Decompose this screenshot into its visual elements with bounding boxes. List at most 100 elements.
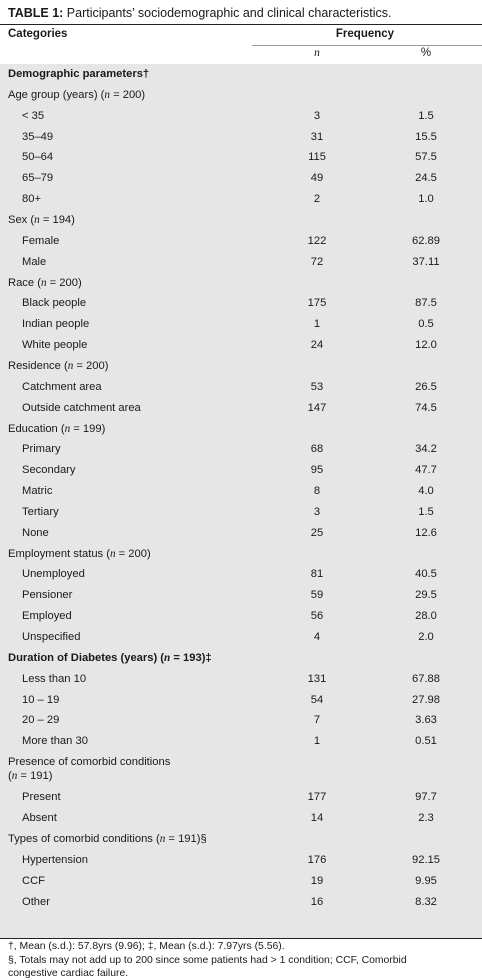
row-label: Age group (years) (n = 200): [8, 88, 146, 101]
row-n: 147: [307, 401, 327, 414]
row-n: 115: [308, 151, 326, 164]
row-label: Presence of comorbid conditions: [8, 756, 171, 769]
row-percent: 0.5: [418, 318, 434, 331]
table-body: Demographic parameters† Age group (years)…: [0, 64, 482, 938]
row-n: 56: [310, 610, 324, 623]
row-n: 25: [310, 526, 324, 539]
n-symbol: n: [64, 422, 71, 435]
row-n: 2: [313, 193, 321, 206]
row-n: 72: [310, 255, 324, 268]
row-label: Female: [22, 234, 60, 247]
row-label: CCF: [22, 874, 45, 887]
row-label: Duration of Diabetes (years) (n = 193)‡: [8, 651, 212, 664]
row-label: Types of comorbid conditions (n = 191)§: [8, 833, 207, 845]
row-percent: 29.5: [415, 589, 437, 602]
row-label: Black people: [22, 297, 87, 310]
row-percent: 15.5: [415, 130, 437, 143]
row-n: 8: [313, 485, 321, 497]
row-label: 20 – 29: [22, 714, 60, 727]
header-categories: Categories: [8, 28, 68, 40]
row-percent: 2.0: [418, 631, 434, 643]
header-n: n: [314, 47, 320, 59]
row-n: 131: [307, 672, 327, 685]
row-label: Race (n = 200): [8, 276, 82, 289]
row-n: 176: [307, 853, 327, 866]
row-label: 80+: [22, 193, 41, 206]
row-percent: 1.5: [418, 109, 434, 122]
row-percent: 92.15: [412, 853, 440, 866]
footnote-1: †, Mean (s.d.): 57.8yrs (9.96); ‡, Mean …: [8, 941, 285, 952]
top-rule: [0, 24, 482, 25]
row-label: 35–49: [22, 130, 54, 143]
row-label: More than 30: [22, 735, 88, 748]
row-percent: 2.3: [418, 812, 434, 825]
row-label: Less than 10: [22, 672, 87, 685]
row-n: 19: [310, 874, 324, 887]
row-label: Hypertension: [22, 853, 88, 866]
caption-text: Participants’ sociodemographic and clini…: [63, 6, 392, 20]
footnote-2: §, Totals may not add up to 200 since so…: [8, 955, 407, 980]
header-subrow: n %: [0, 45, 482, 63]
row-label: Pensioner: [22, 589, 73, 602]
row-percent: 62.89: [412, 234, 440, 247]
row-label: 50–64: [22, 151, 54, 164]
row-label: 65–79: [22, 172, 54, 185]
row-n: 4: [313, 631, 321, 643]
n-symbol: n: [34, 214, 40, 226]
row-n: 68: [310, 443, 324, 456]
row-label: Male: [22, 255, 47, 268]
row-label: Catchment area: [22, 380, 102, 393]
row-n: 3: [313, 505, 321, 518]
row-label: Outside catchment area: [22, 401, 141, 414]
row-percent: 4.0: [418, 485, 434, 497]
row-n: 175: [307, 297, 327, 310]
row-percent: 37.11: [412, 255, 440, 268]
row-n: 1: [313, 318, 321, 331]
row-n: 16: [310, 895, 324, 908]
row-n: 1: [313, 735, 321, 748]
row-n: 122: [307, 234, 327, 247]
header-subrule: [252, 45, 482, 46]
row-label: Matric: [22, 485, 53, 497]
n-symbol: n: [67, 359, 74, 372]
row-percent: 9.95: [415, 874, 437, 887]
n-symbol: n: [164, 651, 171, 664]
row-percent: 27.98: [412, 693, 440, 706]
footnote-2a: §, Totals may not add up to 200 since so…: [8, 955, 407, 966]
n-symbol: n: [104, 88, 110, 101]
bottom-rule: [0, 938, 482, 939]
row-label: Absent: [22, 812, 57, 825]
row-n: 81: [310, 568, 324, 581]
row-percent: 12.6: [415, 526, 437, 539]
row-label: Employed: [22, 610, 72, 623]
row-label: Indian people: [22, 318, 90, 331]
row-percent: 87.5: [415, 297, 437, 310]
row-percent: 1.5: [418, 505, 434, 518]
header-percent: %: [420, 47, 432, 59]
row-percent: 12.0: [415, 339, 437, 352]
row-label: Tertiary: [22, 505, 59, 518]
row-percent: 1.0: [418, 193, 434, 206]
row-percent: 47.7: [415, 464, 437, 477]
row-label: < 35: [22, 109, 45, 122]
row-label: Demographic parameters†: [8, 68, 150, 80]
row-n: 95: [310, 464, 324, 477]
header-row: Categories Frequency: [0, 24, 482, 45]
row-percent: 28.0: [415, 610, 437, 623]
row-label: Education (n = 199): [8, 422, 106, 435]
row-n: 31: [310, 130, 324, 143]
row-percent: 0.51: [415, 735, 437, 748]
row-percent: 24.5: [415, 172, 437, 185]
row-n: 53: [310, 380, 324, 393]
row-label: None: [22, 526, 49, 539]
row-percent: 34.2: [415, 443, 437, 456]
row-n: 24: [310, 339, 324, 352]
row-label: Residence (n = 200): [8, 359, 109, 372]
row-n: 3: [313, 109, 321, 122]
row-label: White people: [22, 339, 88, 352]
table-caption: TABLE 1: Participants’ sociodemographic …: [8, 6, 391, 20]
n-symbol: n: [40, 276, 47, 289]
row-percent: 26.5: [415, 380, 437, 393]
row-label: Secondary: [22, 464, 76, 477]
